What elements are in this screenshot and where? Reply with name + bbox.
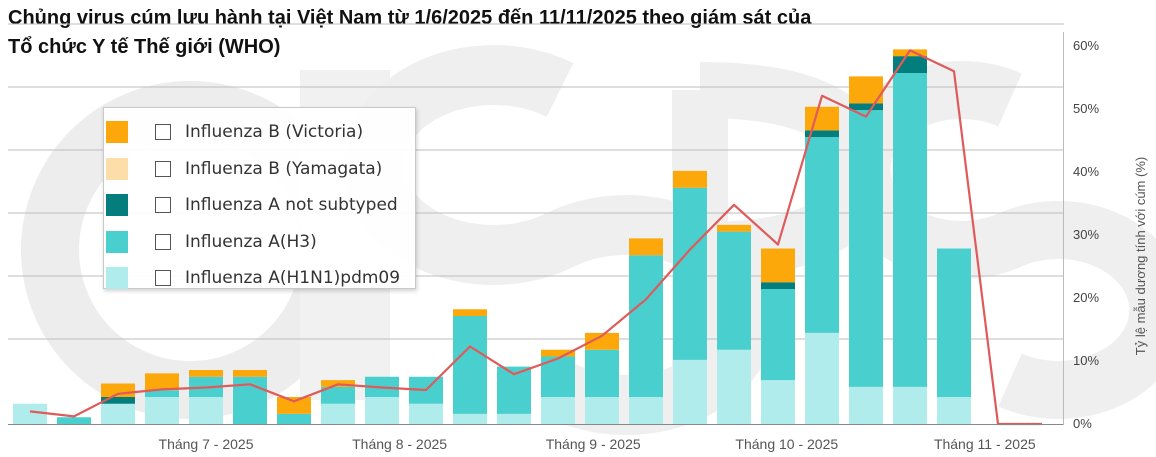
bar-segment-b-victoria[interactable] <box>893 49 927 57</box>
legend-label: Influenza B (Yamagata) <box>185 158 383 179</box>
bar-segment-h3[interactable] <box>673 187 707 360</box>
bar-segment-h3[interactable] <box>761 289 795 381</box>
bar-stacks <box>13 49 971 424</box>
legend-checkbox[interactable] <box>155 124 171 141</box>
y-tick-label: 0% <box>1073 416 1092 431</box>
bar-segment-h1n1[interactable] <box>409 403 443 424</box>
y-tick-label: 30% <box>1073 227 1099 242</box>
bar-segment-h1n1[interactable] <box>321 403 355 424</box>
bar-segment-h1n1[interactable] <box>189 397 223 424</box>
bar-segment-h1n1[interactable] <box>13 403 47 424</box>
legend-label: Influenza B (Victoria) <box>185 122 364 143</box>
legend-item[interactable]: Influenza B (Victoria) <box>104 114 415 151</box>
x-tick-label: Tháng 10 - 2025 <box>735 436 838 452</box>
bar-segment-h1n1[interactable] <box>365 397 399 424</box>
legend-swatch <box>106 121 128 144</box>
y-tick-label: 20% <box>1073 290 1099 305</box>
axes <box>8 32 1064 425</box>
bar-segment-h1n1[interactable] <box>893 386 927 424</box>
legend-checkbox[interactable] <box>155 160 171 177</box>
x-tick-label: Tháng 11 - 2025 <box>934 436 1036 452</box>
bar-segment-b-victoria[interactable] <box>233 370 267 377</box>
legend-swatch <box>106 230 128 253</box>
bar-segment-h3[interactable] <box>57 417 91 424</box>
legend-item[interactable]: Influenza A(H1N1)pdm09 <box>104 260 415 297</box>
y-tick-label: 50% <box>1073 101 1099 116</box>
bar-segment-h1n1[interactable] <box>101 403 135 424</box>
positivity-line[interactable] <box>29 49 1042 426</box>
bar-segment-b-victoria[interactable] <box>541 349 575 357</box>
legend-checkbox[interactable] <box>155 197 171 214</box>
bar-segment-h1n1[interactable] <box>717 349 751 424</box>
bar-segment-a-not-subtyped[interactable] <box>805 130 839 138</box>
legend-item[interactable]: Influenza A(H3) <box>104 224 415 261</box>
bar-segment-h3[interactable] <box>893 73 927 387</box>
bar-segment-b-victoria[interactable] <box>277 397 311 414</box>
bar-segment-h1n1[interactable] <box>453 413 487 424</box>
bar-segment-b-victoria[interactable] <box>629 238 663 256</box>
legend-label: Influenza A not subtyped <box>185 195 398 216</box>
x-tick-label: Tháng 9 - 2025 <box>546 436 641 452</box>
bar-segment-h1n1[interactable] <box>761 380 795 424</box>
bar-segment-h3[interactable] <box>277 413 311 424</box>
bar-segment-a-not-subtyped[interactable] <box>849 103 883 111</box>
legend-swatch <box>106 267 128 290</box>
bar-segment-b-victoria[interactable] <box>717 224 751 232</box>
positivity-line-group <box>29 49 1042 426</box>
bar-segment-a-not-subtyped[interactable] <box>761 282 795 289</box>
legend-label: Influenza A(H3) <box>185 231 317 252</box>
chart-title-line-2: Tổ chức Y tế Thế giới (WHO) <box>8 36 281 58</box>
y-tick-label: 40% <box>1073 164 1099 179</box>
bar-segment-h3[interactable] <box>629 255 663 397</box>
bar-segment-b-victoria[interactable] <box>453 309 487 316</box>
legend-label: Influenza A(H1N1)pdm09 <box>185 268 401 289</box>
bar-segment-h3[interactable] <box>805 137 839 333</box>
legend-checkbox[interactable] <box>155 270 171 287</box>
bar-segment-h1n1[interactable] <box>673 359 707 424</box>
bar-segment-a-not-subtyped[interactable] <box>101 397 135 404</box>
bar-segment-h1n1[interactable] <box>849 386 883 424</box>
bar-segment-h3[interactable] <box>453 316 487 414</box>
legend: Influenza B (Victoria) Influenza B (Yamag… <box>103 107 416 290</box>
bar-segment-b-victoria[interactable] <box>673 170 707 188</box>
legend-item[interactable]: Influenza B (Yamagata) <box>104 151 415 188</box>
bar-segment-h3[interactable] <box>937 248 971 398</box>
bar-segment-b-victoria[interactable] <box>761 248 795 283</box>
bar-segment-h1n1[interactable] <box>805 332 839 424</box>
bar-segment-b-victoria[interactable] <box>145 373 179 391</box>
y-tick-label: 60% <box>1073 38 1099 53</box>
legend-checkbox[interactable] <box>155 233 171 250</box>
bar-segment-h1n1[interactable] <box>497 413 531 424</box>
bar-segment-h1n1[interactable] <box>145 397 179 424</box>
x-tick-label: Tháng 7 - 2025 <box>159 436 254 452</box>
bar-segment-b-victoria[interactable] <box>585 332 619 350</box>
x-tick-label: Tháng 8 - 2025 <box>352 436 447 452</box>
y-tick-label: 10% <box>1073 353 1099 368</box>
bar-segment-h1n1[interactable] <box>937 397 971 424</box>
legend-item[interactable]: Influenza A not subtyped <box>104 187 415 224</box>
bar-segment-h3[interactable] <box>717 231 751 350</box>
bar-segment-b-victoria[interactable] <box>189 370 223 377</box>
bar-segment-a-not-subtyped[interactable] <box>893 56 927 73</box>
x-ticks: Tháng 7 - 2025 Tháng 8 - 2025 Tháng 9 - 20… <box>159 436 1036 452</box>
legend-swatch <box>106 157 128 180</box>
y-axis-right-label: Tỷ lệ mẫu dương tính với cúm (%) <box>1133 157 1148 355</box>
bar-segment-h3[interactable] <box>321 386 355 404</box>
legend-swatch <box>106 194 128 217</box>
bar-segment-h3[interactable] <box>145 390 179 397</box>
bar-segment-b-victoria[interactable] <box>805 106 839 131</box>
bar-segment-h1n1[interactable] <box>629 397 663 424</box>
y-ticks: 0% 10% 20% 30% 40% 50% 60% <box>1073 38 1099 431</box>
bar-segment-h1n1[interactable] <box>541 397 575 424</box>
bar-segment-h3[interactable] <box>585 349 619 397</box>
bar-segment-h3[interactable] <box>849 110 883 387</box>
bar-segment-h1n1[interactable] <box>585 397 619 424</box>
